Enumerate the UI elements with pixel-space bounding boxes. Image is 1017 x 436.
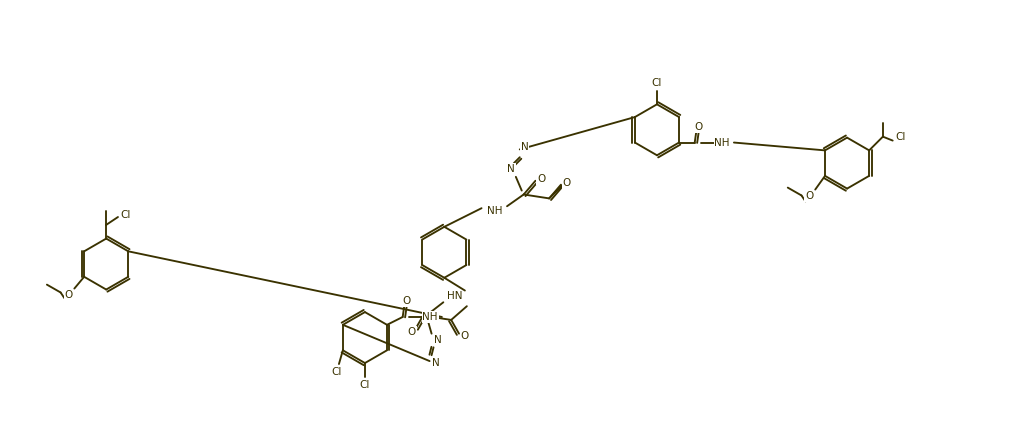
- Text: O: O: [461, 330, 469, 341]
- Text: N: N: [431, 358, 439, 368]
- Text: NH: NH: [486, 206, 502, 216]
- Text: O: O: [64, 290, 72, 300]
- Text: N: N: [521, 143, 529, 153]
- Text: O: O: [562, 178, 571, 188]
- Text: HN: HN: [447, 291, 463, 301]
- Text: Cl: Cl: [895, 132, 906, 142]
- Text: O: O: [537, 174, 545, 184]
- Text: N: N: [507, 164, 515, 174]
- Text: Cl: Cl: [360, 380, 370, 390]
- Text: Cl: Cl: [121, 210, 131, 220]
- Text: Cl: Cl: [652, 78, 662, 88]
- Text: NH: NH: [714, 137, 730, 147]
- Text: N: N: [433, 334, 441, 344]
- Text: NH: NH: [422, 312, 438, 322]
- Text: O: O: [695, 122, 703, 132]
- Text: O: O: [805, 191, 814, 201]
- Text: O: O: [403, 296, 411, 307]
- Text: O: O: [408, 327, 416, 337]
- Text: Cl: Cl: [332, 367, 342, 377]
